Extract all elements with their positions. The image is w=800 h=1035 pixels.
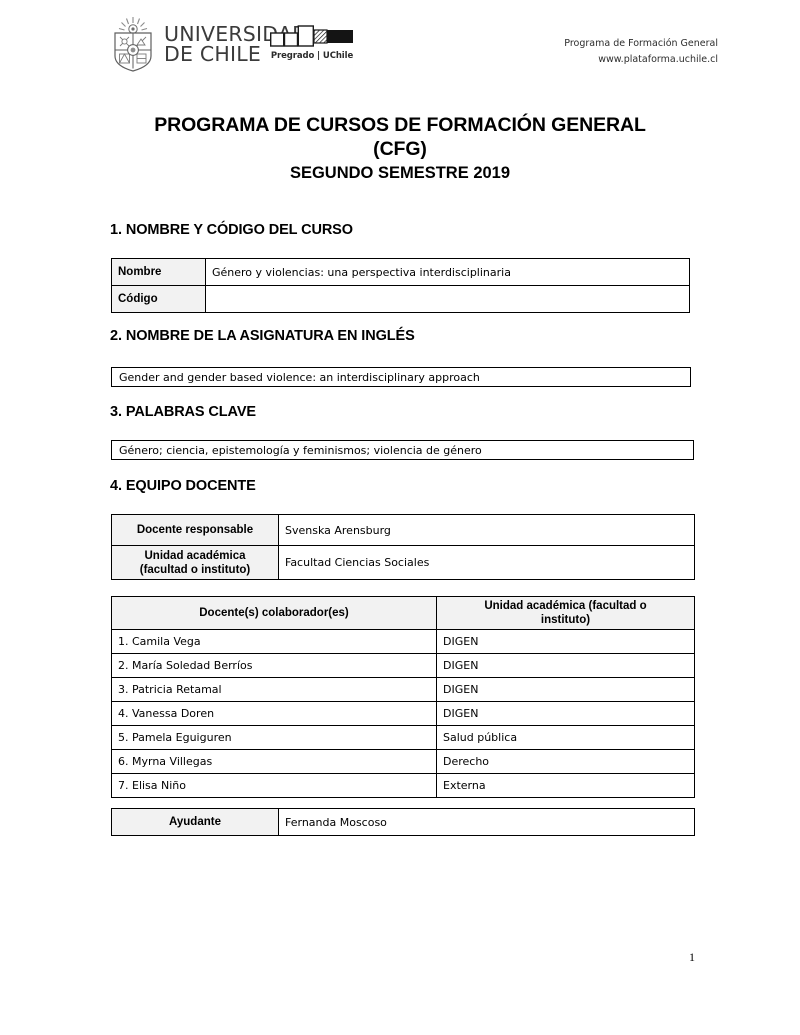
table-row: 6. Myrna Villegas Derecho [111,749,695,774]
row-label-ayudante: Ayudante [111,808,279,836]
keywords-box[interactable]: Género; ciencia, epistemología y feminis… [111,440,694,460]
table-row: Docente responsable Svenska Arensburg [111,514,695,546]
row-label-codigo: Código [111,285,206,313]
collaborator-unit[interactable]: Derecho [436,749,695,774]
page-title-line-2: (CFG) [373,138,427,160]
course-name-code-table: Nombre Género y violencias: una perspect… [111,258,690,313]
table-row: 3. Patricia Retamal DIGEN [111,677,695,702]
page-number: 1 [689,950,695,964]
collaborator-name[interactable]: 1. Camila Vega [111,629,437,654]
collaborator-unit[interactable]: DIGEN [436,677,695,702]
table-row: Unidad académica (facultad o instituto) … [111,545,695,580]
university-crest-icon [114,17,152,72]
collaborator-unit[interactable]: Externa [436,773,695,798]
row-label-docente-responsable: Docente responsable [111,514,279,546]
document-header: UNIVERSIDAD DE CHILE Pregrado | UChile [110,16,718,82]
section-heading-1: 1. NOMBRE Y CÓDIGO DEL CURSO [110,222,353,238]
program-name: Programa de Formación General [564,38,718,49]
row-value-codigo[interactable] [205,285,690,313]
collaborators-table-body: 1. Camila Vega DIGEN 2. María Soledad Be… [111,629,695,798]
page-title: PROGRAMA DE CURSOS DE FORMACIÓN GENERAL … [0,113,800,161]
page-subtitle: SEGUNDO SEMESTRE 2019 [289,164,511,182]
table-row: 2. María Soledad Berríos DIGEN [111,653,695,678]
page-title-line-1: PROGRAMA DE CURSOS DE FORMACIÓN GENERAL [154,114,646,136]
university-logo: UNIVERSIDAD DE CHILE [110,16,308,72]
program-website: www.plataforma.uchile.cl [598,54,718,65]
header-program-info: Programa de Formación General www.plataf… [564,36,718,68]
collaborators-table: Docente(s) colaborador(es) Unidad académ… [111,596,695,798]
table-row: 5. Pamela Eguiguren Salud pública [111,725,695,750]
section-heading-4: 4. EQUIPO DOCENTE [110,478,256,494]
table-row: 4. Vanessa Doren DIGEN [111,701,695,726]
col-header-unit-line-1: Unidad académica (facultad o [484,600,647,612]
section-heading-2: 2. NOMBRE DE LA ASIGNATURA EN INGLÉS [110,328,415,344]
row-value-unidad-academica[interactable]: Facultad Ciencias Sociales [278,545,695,580]
section-heading-3: 3. PALABRAS CLAVE [110,404,256,420]
collaborator-name[interactable]: 4. Vanessa Doren [111,701,437,726]
collaborator-unit[interactable]: Salud pública [436,725,695,750]
collaborator-name[interactable]: 7. Elisa Niño [111,773,437,798]
pregrado-blocks-icon [270,25,353,47]
unidad-academica-line-2: (facultad o instituto) [139,563,251,576]
collaborator-name[interactable]: 6. Myrna Villegas [111,749,437,774]
lead-teacher-table: Docente responsable Svenska Arensburg Un… [111,514,695,580]
col-header-unit-line-2: instituto) [540,614,591,626]
table-row: 7. Elisa Niño Externa [111,773,695,798]
collaborator-unit[interactable]: DIGEN [436,629,695,654]
col-header-unit: Unidad académica (facultad o instituto) [436,596,695,630]
pregrado-label: Pregrado | UChile [270,51,354,61]
assistant-table: Ayudante Fernanda Moscoso [111,808,695,836]
table-row: Ayudante Fernanda Moscoso [111,808,695,836]
wordmark-line-2: DE CHILE [164,42,262,66]
collaborator-name[interactable]: 2. María Soledad Berríos [111,653,437,678]
col-header-collaborator: Docente(s) colaborador(es) [111,596,437,630]
pregrado-logo: Pregrado | UChile [270,24,354,61]
row-label-nombre: Nombre [111,258,206,286]
row-value-ayudante[interactable]: Fernanda Moscoso [278,808,695,836]
row-value-docente-responsable[interactable]: Svenska Arensburg [278,514,695,546]
english-title-box[interactable]: Gender and gender based violence: an int… [111,367,691,387]
unidad-academica-line-1: Unidad académica [144,549,246,562]
collaborator-unit[interactable]: DIGEN [436,653,695,678]
table-row: 1. Camila Vega DIGEN [111,629,695,654]
collaborator-name[interactable]: 3. Patricia Retamal [111,677,437,702]
table-row: Nombre Género y violencias: una perspect… [111,258,690,286]
row-value-nombre[interactable]: Género y violencias: una perspectiva int… [205,258,690,286]
collaborator-unit[interactable]: DIGEN [436,701,695,726]
table-header-row: Docente(s) colaborador(es) Unidad académ… [111,596,695,630]
collaborator-name[interactable]: 5. Pamela Eguiguren [111,725,437,750]
table-row: Código [111,285,690,313]
row-label-unidad-academica: Unidad académica (facultad o instituto) [111,545,279,580]
